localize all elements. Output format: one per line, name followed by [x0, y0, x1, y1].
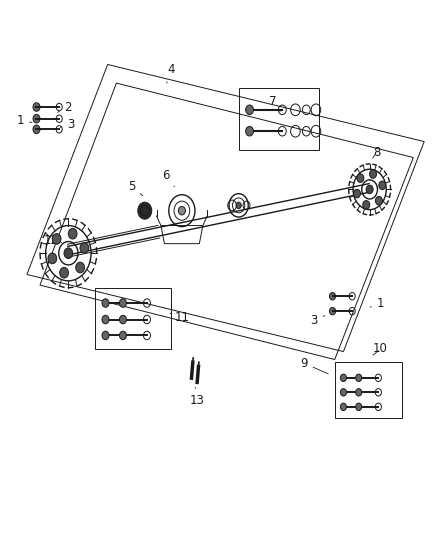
- Bar: [335, 362, 403, 418]
- Circle shape: [76, 262, 85, 273]
- Circle shape: [366, 185, 373, 193]
- Circle shape: [356, 389, 362, 396]
- Circle shape: [80, 243, 89, 253]
- Circle shape: [353, 189, 360, 198]
- Text: 2: 2: [57, 101, 72, 114]
- Circle shape: [370, 169, 377, 178]
- Circle shape: [357, 174, 364, 182]
- Text: 7: 7: [268, 95, 280, 111]
- Circle shape: [375, 197, 382, 205]
- Circle shape: [64, 248, 73, 259]
- Circle shape: [356, 403, 362, 410]
- Circle shape: [178, 206, 185, 215]
- Circle shape: [60, 268, 68, 278]
- Text: 12: 12: [43, 235, 62, 247]
- Circle shape: [120, 316, 127, 324]
- Circle shape: [379, 181, 386, 190]
- Circle shape: [356, 374, 362, 382]
- Circle shape: [340, 389, 346, 396]
- Circle shape: [102, 316, 109, 324]
- Text: 4: 4: [166, 63, 175, 83]
- Circle shape: [52, 233, 61, 244]
- Circle shape: [120, 299, 127, 308]
- Circle shape: [246, 105, 254, 115]
- Circle shape: [120, 331, 127, 340]
- Circle shape: [363, 200, 370, 209]
- Circle shape: [33, 103, 40, 111]
- Circle shape: [340, 374, 346, 382]
- Circle shape: [329, 293, 336, 300]
- Text: 1: 1: [17, 114, 32, 127]
- Circle shape: [102, 331, 109, 340]
- Ellipse shape: [138, 202, 152, 219]
- Circle shape: [246, 126, 254, 136]
- Bar: [239, 88, 319, 150]
- Circle shape: [236, 202, 241, 208]
- Circle shape: [102, 299, 109, 308]
- Text: 3: 3: [311, 314, 325, 327]
- Circle shape: [48, 253, 57, 264]
- Circle shape: [340, 403, 346, 410]
- Circle shape: [329, 308, 336, 315]
- Bar: [95, 288, 171, 349]
- Circle shape: [68, 228, 77, 239]
- Text: 1: 1: [370, 297, 384, 310]
- Text: 6: 6: [162, 168, 174, 187]
- Text: 11: 11: [170, 311, 189, 324]
- Circle shape: [33, 125, 40, 134]
- Circle shape: [33, 115, 40, 123]
- Text: 8: 8: [373, 146, 381, 159]
- Text: 9: 9: [300, 357, 328, 374]
- Text: 10: 10: [373, 342, 388, 356]
- Text: 3: 3: [60, 118, 74, 131]
- Text: 5: 5: [128, 180, 143, 196]
- Text: 13: 13: [190, 387, 205, 407]
